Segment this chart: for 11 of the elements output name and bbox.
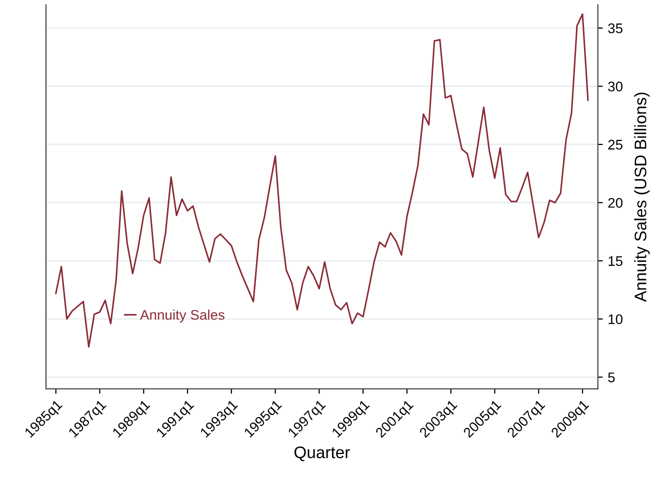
legend-label: Annuity Sales [140,310,224,323]
line-series [55,13,589,348]
y-tick-label: 25 [608,140,622,150]
y-tick-label: 10 [608,314,622,324]
x-axis-title: Quarter [294,446,350,462]
y-tick-label: 15 [608,256,622,266]
y-axis-title: Annuity Sales (USD Billions) [634,92,650,302]
y-tick-label: 5 [608,372,615,382]
y-tick-label: 35 [608,23,622,34]
y-tick-label: 20 [608,198,622,208]
y-tick-label: 30 [608,82,622,92]
